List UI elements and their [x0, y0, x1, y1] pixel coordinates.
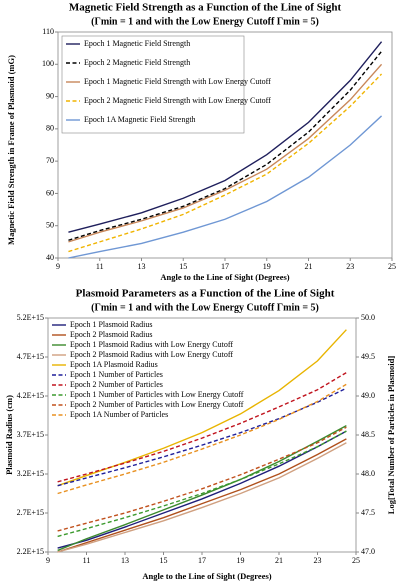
legend-label: Epoch 1 Plasmoid Radius [70, 320, 152, 329]
y-tick-label: 110 [42, 27, 54, 36]
legend-label: Epoch 1A Magnetic Field Strength [84, 115, 196, 124]
y-tick-label: 40 [46, 253, 54, 262]
y2-tick-label: 48.5 [361, 430, 375, 439]
series-line [57, 329, 347, 487]
y-tick-label: 2.7E+15 [17, 508, 44, 517]
x-axis-label: Angle to the Line of Sight (Degrees) [160, 272, 289, 282]
y-tick-label: 80 [46, 124, 54, 133]
series-line [57, 387, 347, 487]
y-tick-label: 70 [46, 156, 54, 165]
x-tick-label: 11 [96, 262, 104, 271]
series-line [57, 430, 347, 549]
chart-title: Plasmoid Parameters as a Function of the… [76, 288, 335, 300]
y2-tick-label: 48.0 [361, 469, 375, 478]
legend-box [61, 35, 245, 134]
series-line [57, 425, 347, 552]
x-tick-label: 17 [198, 556, 206, 565]
legend-label: Epoch 2 Number of Particles with Low Ene… [70, 400, 244, 409]
series-line [57, 383, 347, 495]
y-tick-label: 100 [42, 59, 54, 68]
legend-label: Epoch 1 Magnetic Field Strength with Low… [84, 77, 271, 86]
y-tick-label: 5.2E+15 [17, 313, 44, 322]
y-tick-label: 4.2E+15 [17, 391, 44, 400]
legend-label: Epoch 2 Plasmoid Radius with Low Energy … [70, 350, 233, 359]
legend-label: Epoch 1 Magnetic Field Strength [84, 39, 190, 48]
legend-label: Epoch 2 Magnetic Field Strength with Low… [84, 96, 271, 105]
legend-label: Epoch 1A Number of Particles [70, 410, 168, 419]
x-tick-label: 15 [160, 556, 168, 565]
chart-subtitle: (Γmin = 1 and with the Low Energy Cutoff… [91, 16, 319, 27]
series-line [68, 41, 383, 233]
y-tick-label: 60 [46, 188, 54, 197]
y2-tick-label: 49.0 [361, 391, 375, 400]
legend-label: Epoch 1 Number of Particles [70, 370, 163, 379]
y2-tick-label: 50.0 [361, 313, 375, 322]
x-tick-label: 25 [352, 556, 360, 565]
y-axis-label: Plasmoid Radius (cm) [4, 395, 14, 475]
y-tick-label: 2.2E+15 [17, 547, 44, 556]
x-tick-label: 17 [221, 262, 229, 271]
x-tick-label: 19 [263, 262, 271, 271]
series-line [57, 430, 347, 538]
series-line [68, 73, 383, 253]
legend-label: Epoch 1 Plasmoid Radius with Low Energy … [70, 340, 233, 349]
legend-label: Epoch 1 Number of Particles with Low Ene… [70, 390, 244, 399]
y2-tick-label: 49.5 [361, 352, 375, 361]
series-line [57, 426, 347, 532]
x-tick-label: 15 [179, 262, 187, 271]
x-tick-label: 23 [346, 262, 354, 271]
x-tick-label: 19 [237, 556, 245, 565]
series-line [57, 442, 347, 553]
series-line [68, 63, 383, 243]
y-tick-label: 90 [46, 91, 54, 100]
x-tick-label: 9 [46, 556, 50, 565]
x-tick-label: 21 [275, 556, 283, 565]
x-tick-label: 13 [138, 262, 146, 271]
chart-title: Magnetic Field Strength as a Function of… [69, 2, 342, 14]
x-axis-label: Angle to the Line of Sight (Degrees) [142, 571, 271, 581]
x-tick-label: 25 [388, 262, 396, 271]
x-tick-label: 11 [83, 556, 91, 565]
y-tick-label: 3.2E+15 [17, 469, 44, 478]
x-tick-label: 13 [121, 556, 129, 565]
legend-label: Epoch 1A Plasmoid Radius [70, 360, 158, 369]
series-line [68, 115, 383, 259]
x-tick-label: 9 [56, 262, 60, 271]
series-line [57, 438, 347, 553]
series-line [57, 371, 347, 483]
y2-tick-label: 47.0 [361, 547, 375, 556]
x-tick-label: 23 [314, 556, 322, 565]
x-tick-label: 21 [305, 262, 313, 271]
y2-tick-label: 47.5 [361, 508, 375, 517]
legend-label: Epoch 2 Plasmoid Radius [70, 330, 152, 339]
chart-subtitle: (Γmin = 1 and with the Low Energy Cutoff… [91, 302, 319, 313]
y-axis-label: Magnetic Field Strength in Frame of Plas… [6, 55, 16, 245]
y-tick-label: 4.7E+15 [17, 352, 44, 361]
legend-label: Epoch 2 Magnetic Field Strength [84, 58, 190, 67]
y-tick-label: 50 [46, 221, 54, 230]
y-tick-label: 3.7E+15 [17, 430, 44, 439]
legend-label: Epoch 2 Number of Particles [70, 380, 163, 389]
y2-axis-label: Log[Total Number of Particles in Plasmoi… [386, 356, 396, 515]
series-line [68, 50, 383, 241]
